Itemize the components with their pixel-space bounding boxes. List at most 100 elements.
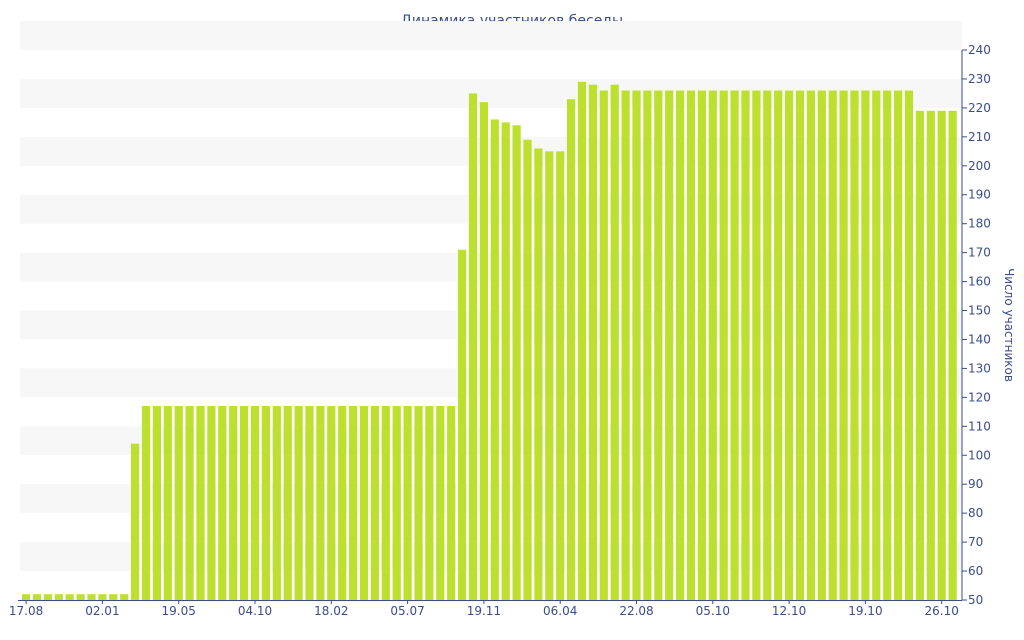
bar [54, 594, 63, 600]
y-tick-label: 50 [968, 593, 983, 607]
bar [577, 81, 587, 601]
bar [654, 90, 663, 600]
bar [719, 90, 728, 600]
bar [283, 406, 292, 600]
y-axis-title: Число участников [1002, 268, 1016, 382]
bar [883, 90, 892, 600]
bar [556, 151, 565, 600]
x-tick-label: 19.10 [848, 604, 882, 618]
bar [272, 406, 281, 600]
bar [414, 406, 423, 600]
bar [479, 102, 488, 601]
bar [207, 406, 216, 600]
y-axis: 50 60 70 80 90 100 110 120 130 140 150 160 170 180 190… [961, 43, 991, 607]
x-tick-label: 17.08 [9, 604, 43, 618]
y-tick-label: 200 [968, 159, 991, 173]
bar [174, 406, 183, 600]
bar [163, 406, 172, 600]
y-tick-label: 220 [968, 101, 991, 115]
bar [131, 443, 140, 600]
bar [545, 151, 554, 600]
bar [839, 90, 848, 600]
bar [109, 594, 118, 600]
bar [22, 594, 31, 600]
y-tick-label: 150 [968, 304, 991, 318]
bar [185, 406, 194, 600]
bar [686, 90, 696, 600]
bar [349, 406, 358, 600]
bar [817, 90, 826, 600]
bar [87, 594, 96, 600]
bar [403, 406, 412, 600]
y-tick-label: 240 [968, 43, 991, 57]
bar [381, 406, 390, 600]
bar [806, 90, 815, 600]
bar [240, 406, 249, 600]
bars [22, 81, 957, 601]
bar [567, 99, 576, 601]
bar [523, 139, 532, 601]
bar [904, 90, 914, 600]
bar [305, 406, 314, 600]
bar [152, 406, 161, 600]
bar [948, 110, 957, 600]
x-tick-label: 19.11 [467, 604, 501, 618]
y-tick-label: 180 [968, 217, 991, 231]
bar [774, 90, 783, 600]
bar [610, 84, 619, 601]
x-tick-label: 04.10 [238, 604, 272, 618]
bar [392, 406, 401, 600]
bar [872, 90, 881, 600]
bar [370, 406, 379, 600]
bar [915, 110, 924, 600]
bar [294, 406, 303, 600]
bar [458, 249, 467, 601]
bar [643, 90, 652, 600]
x-tick-label: 22.08 [619, 604, 653, 618]
y-tick-label: 190 [968, 188, 991, 202]
bar [708, 90, 717, 600]
x-tick-label: 19.05 [162, 604, 196, 618]
bar [534, 148, 543, 601]
bar [141, 406, 151, 600]
bar [98, 594, 107, 600]
y-tick-label: 160 [968, 275, 991, 289]
bar [795, 90, 805, 600]
bar [120, 594, 129, 600]
bar [752, 90, 761, 600]
bar [665, 90, 674, 600]
bar [32, 594, 42, 600]
x-tick-label: 12.10 [772, 604, 806, 618]
grid-band [20, 21, 962, 50]
bar [338, 406, 347, 600]
bar [599, 90, 608, 600]
y-tick-label: 120 [968, 390, 991, 404]
bar [697, 90, 706, 600]
bar [43, 594, 52, 600]
y-tick-label: 80 [968, 506, 983, 520]
bar [850, 90, 859, 600]
bar [250, 406, 260, 600]
grid-band [20, 78, 962, 108]
bar [861, 90, 870, 600]
bar [65, 594, 74, 600]
y-tick-label: 140 [968, 332, 991, 346]
bar [763, 90, 772, 600]
bar [490, 119, 499, 600]
y-tick-label: 230 [968, 72, 991, 86]
bar [447, 406, 456, 600]
bar [229, 406, 238, 600]
bar [512, 125, 521, 600]
bar [261, 406, 270, 600]
bar [359, 406, 369, 600]
bar [316, 406, 325, 600]
bar [632, 90, 641, 600]
y-tick-label: 170 [968, 246, 991, 260]
y-tick-label: 210 [968, 130, 991, 144]
bar [828, 90, 837, 600]
y-tick-label: 60 [968, 564, 983, 578]
bar [621, 90, 630, 600]
bar [937, 110, 946, 600]
bar [894, 90, 903, 600]
